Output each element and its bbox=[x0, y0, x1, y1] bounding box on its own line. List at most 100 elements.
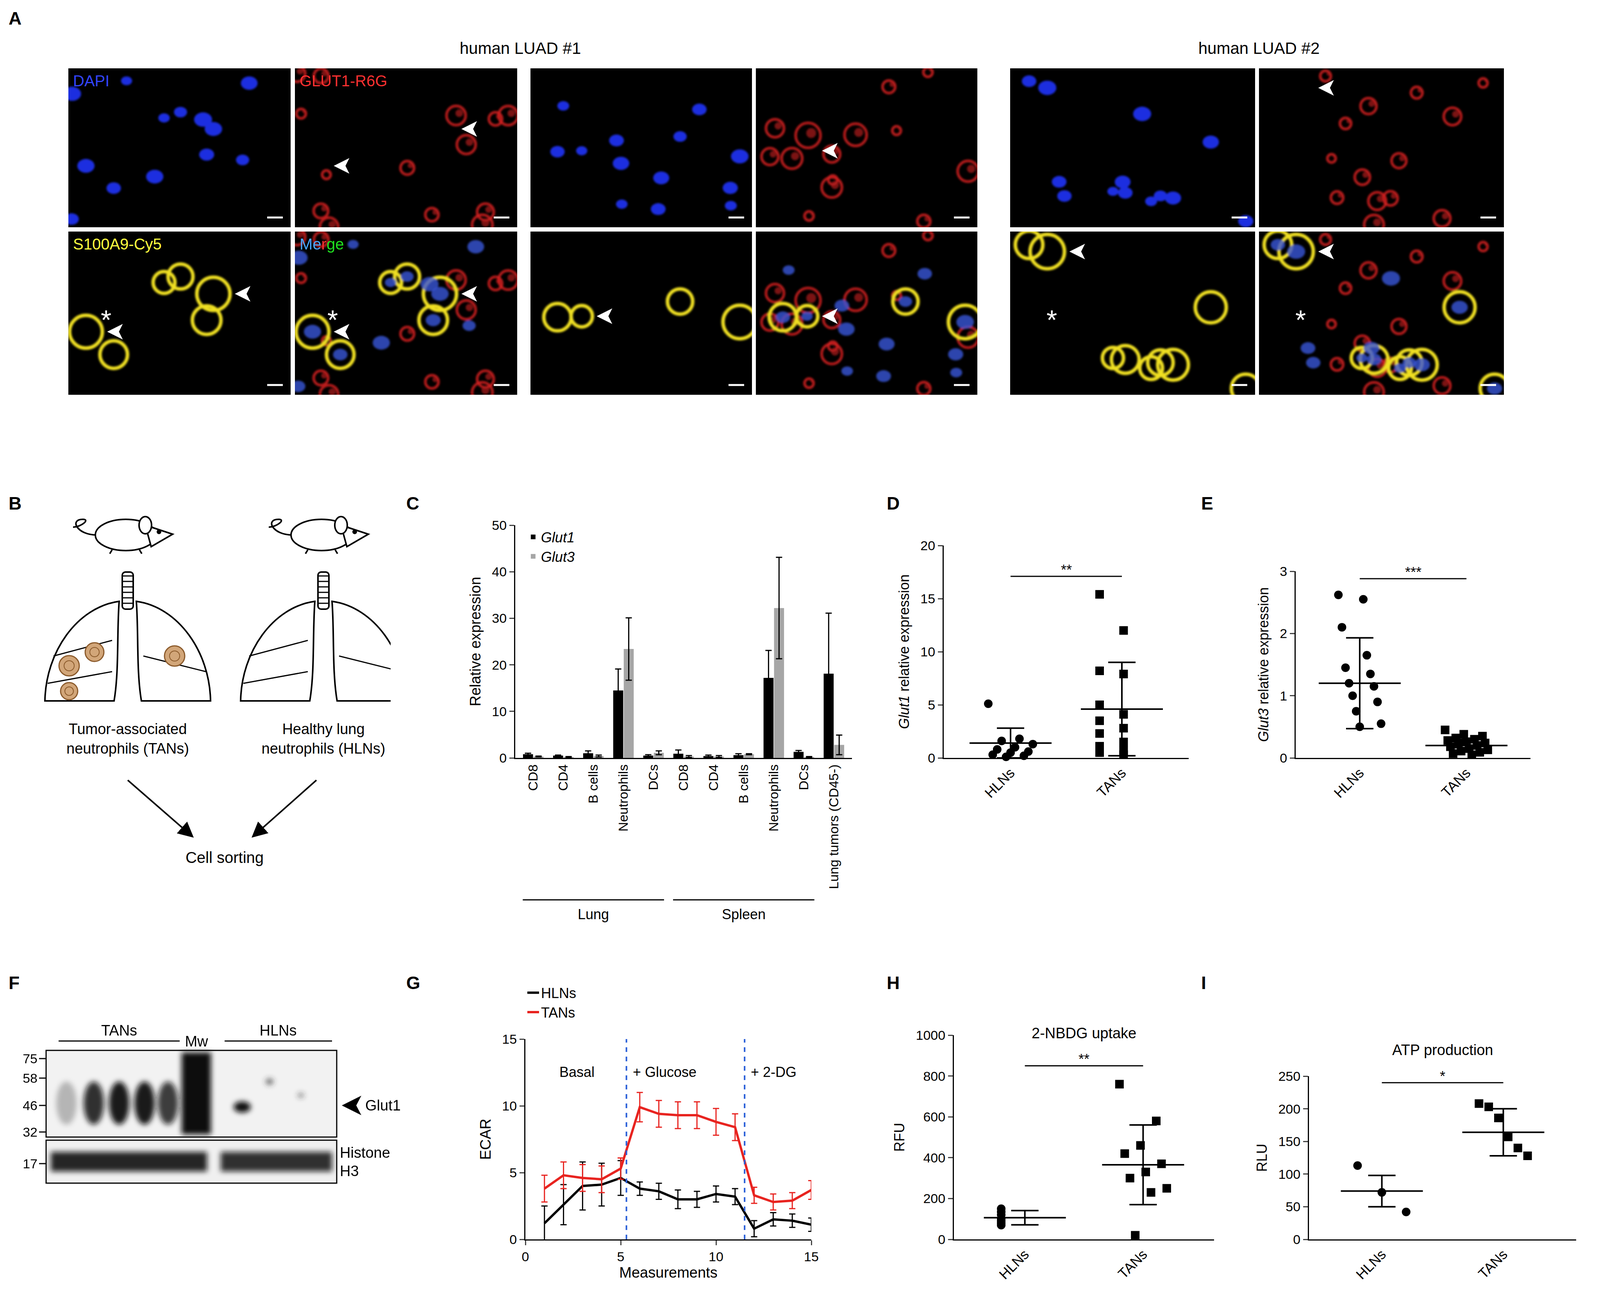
svg-text:*: * bbox=[100, 305, 112, 336]
svg-text:Mw: Mw bbox=[184, 1033, 209, 1050]
svg-text:Glut3 relative expression: Glut3 relative expression bbox=[1255, 587, 1272, 743]
svg-text:15: 15 bbox=[920, 591, 936, 607]
svg-text:*: * bbox=[1439, 1068, 1446, 1085]
svg-text:*: * bbox=[1295, 305, 1306, 336]
svg-text:TANs: TANs bbox=[1438, 765, 1474, 801]
svg-text:Neutrophils: Neutrophils bbox=[766, 764, 781, 833]
svg-text:58: 58 bbox=[22, 1071, 38, 1086]
svg-text:Merge: Merge bbox=[299, 235, 344, 253]
svg-text:0: 0 bbox=[927, 750, 936, 766]
svg-text:+ Glucose: + Glucose bbox=[632, 1064, 697, 1081]
svg-text:10: 10 bbox=[501, 1098, 517, 1114]
svg-text:CD4: CD4 bbox=[555, 764, 571, 792]
svg-text:17: 17 bbox=[22, 1156, 38, 1172]
svg-text:GLUT1-R6G: GLUT1-R6G bbox=[299, 72, 388, 90]
svg-text:TANs: TANs bbox=[1093, 765, 1130, 801]
svg-text:2: 2 bbox=[1279, 626, 1288, 642]
svg-text:HLNs: HLNs bbox=[981, 765, 1018, 802]
svg-text:HLNs: HLNs bbox=[1352, 1246, 1390, 1284]
svg-text:50: 50 bbox=[491, 517, 507, 533]
svg-text:10: 10 bbox=[708, 1249, 724, 1265]
svg-text:RFU: RFU bbox=[891, 1123, 908, 1153]
svg-text:0: 0 bbox=[937, 1232, 946, 1248]
svg-text:+ 2-DG: + 2-DG bbox=[750, 1064, 797, 1081]
svg-text:Healthy lung: Healthy lung bbox=[282, 721, 365, 738]
svg-text:50: 50 bbox=[1285, 1199, 1301, 1215]
svg-text:DCs: DCs bbox=[645, 764, 661, 791]
svg-text:Lung tumors (CD45-): Lung tumors (CD45-) bbox=[826, 764, 842, 890]
svg-text:**: ** bbox=[1078, 1051, 1090, 1068]
svg-text:RLU: RLU bbox=[1253, 1144, 1270, 1173]
svg-text:Cell sorting: Cell sorting bbox=[185, 849, 264, 867]
svg-text:Glut1: Glut1 bbox=[365, 1097, 401, 1115]
svg-text:CD4: CD4 bbox=[705, 764, 721, 792]
svg-text:10: 10 bbox=[491, 704, 507, 720]
svg-text:800: 800 bbox=[923, 1069, 946, 1084]
svg-text:0: 0 bbox=[521, 1249, 530, 1265]
svg-text:ECAR: ECAR bbox=[477, 1119, 494, 1161]
svg-text:20: 20 bbox=[920, 538, 936, 554]
svg-text:DAPI: DAPI bbox=[73, 72, 110, 90]
svg-text:TANs: TANs bbox=[101, 1022, 138, 1040]
svg-text:Relative expression: Relative expression bbox=[467, 576, 484, 707]
svg-text:30: 30 bbox=[491, 610, 507, 626]
svg-text:0: 0 bbox=[509, 1232, 517, 1248]
svg-text:Glut1 relative expression: Glut1 relative expression bbox=[896, 574, 913, 730]
svg-text:TANs: TANs bbox=[541, 1005, 575, 1022]
svg-text:5: 5 bbox=[617, 1249, 625, 1265]
svg-text:150: 150 bbox=[1278, 1134, 1301, 1150]
svg-text:Neutrophils: Neutrophils bbox=[615, 764, 631, 833]
svg-text:Basal: Basal bbox=[559, 1064, 595, 1081]
svg-text:neutrophils (HLNs): neutrophils (HLNs) bbox=[261, 740, 386, 758]
svg-text:75: 75 bbox=[22, 1051, 38, 1067]
svg-text:***: *** bbox=[1405, 564, 1422, 581]
svg-text:250: 250 bbox=[1278, 1069, 1301, 1084]
svg-text:HLNs: HLNs bbox=[995, 1246, 1033, 1284]
svg-text:200: 200 bbox=[1278, 1101, 1301, 1117]
svg-text:600: 600 bbox=[923, 1109, 946, 1125]
svg-text:20: 20 bbox=[491, 657, 507, 673]
svg-text:S100A9-Cy5: S100A9-Cy5 bbox=[73, 235, 162, 253]
svg-text:CD8: CD8 bbox=[675, 764, 691, 792]
svg-text:DCs: DCs bbox=[796, 764, 811, 791]
svg-text:Tumor-associated: Tumor-associated bbox=[68, 721, 188, 738]
svg-text:TANs: TANs bbox=[1114, 1246, 1151, 1283]
svg-text:32: 32 bbox=[22, 1125, 38, 1140]
svg-text:100: 100 bbox=[1278, 1167, 1301, 1183]
svg-text:*: * bbox=[327, 305, 338, 336]
svg-text:**: ** bbox=[1060, 562, 1072, 579]
svg-text:5: 5 bbox=[927, 697, 936, 713]
svg-text:0: 0 bbox=[499, 750, 507, 766]
svg-text:3: 3 bbox=[1279, 564, 1288, 579]
svg-text:15: 15 bbox=[803, 1249, 819, 1265]
svg-text:0: 0 bbox=[1279, 750, 1288, 766]
svg-text:0: 0 bbox=[1292, 1232, 1301, 1248]
svg-text:5: 5 bbox=[509, 1165, 517, 1181]
svg-text:Measurements: Measurements bbox=[619, 1264, 718, 1282]
svg-text:HLNs: HLNs bbox=[541, 985, 577, 1002]
svg-text:Glut1: Glut1 bbox=[541, 529, 575, 546]
svg-text:Spleen: Spleen bbox=[721, 906, 766, 923]
svg-text:400: 400 bbox=[923, 1150, 946, 1166]
svg-text:Histone: Histone bbox=[339, 1144, 391, 1162]
svg-text:H3: H3 bbox=[339, 1163, 359, 1180]
svg-text:15: 15 bbox=[501, 1032, 517, 1047]
svg-text:neutrophils (TANs): neutrophils (TANs) bbox=[66, 740, 190, 758]
svg-text:ATP production: ATP production bbox=[1392, 1042, 1493, 1059]
svg-text:1000: 1000 bbox=[916, 1028, 946, 1043]
svg-text:46: 46 bbox=[22, 1098, 38, 1114]
svg-text:*: * bbox=[1046, 305, 1058, 336]
svg-text:200: 200 bbox=[923, 1191, 946, 1207]
svg-text:HLNs: HLNs bbox=[1330, 765, 1368, 802]
svg-text:HLNs: HLNs bbox=[259, 1022, 297, 1040]
svg-text:40: 40 bbox=[491, 564, 507, 580]
svg-text:Glut3: Glut3 bbox=[541, 549, 575, 566]
svg-text:Lung: Lung bbox=[577, 906, 609, 923]
svg-text:2-NBDG uptake: 2-NBDG uptake bbox=[1031, 1025, 1137, 1042]
svg-text:10: 10 bbox=[920, 644, 936, 660]
svg-text:B cells: B cells bbox=[735, 764, 751, 804]
svg-text:TANs: TANs bbox=[1475, 1246, 1511, 1283]
svg-text:CD8: CD8 bbox=[525, 764, 541, 792]
svg-text:B cells: B cells bbox=[585, 764, 601, 804]
svg-text:1: 1 bbox=[1279, 688, 1288, 704]
